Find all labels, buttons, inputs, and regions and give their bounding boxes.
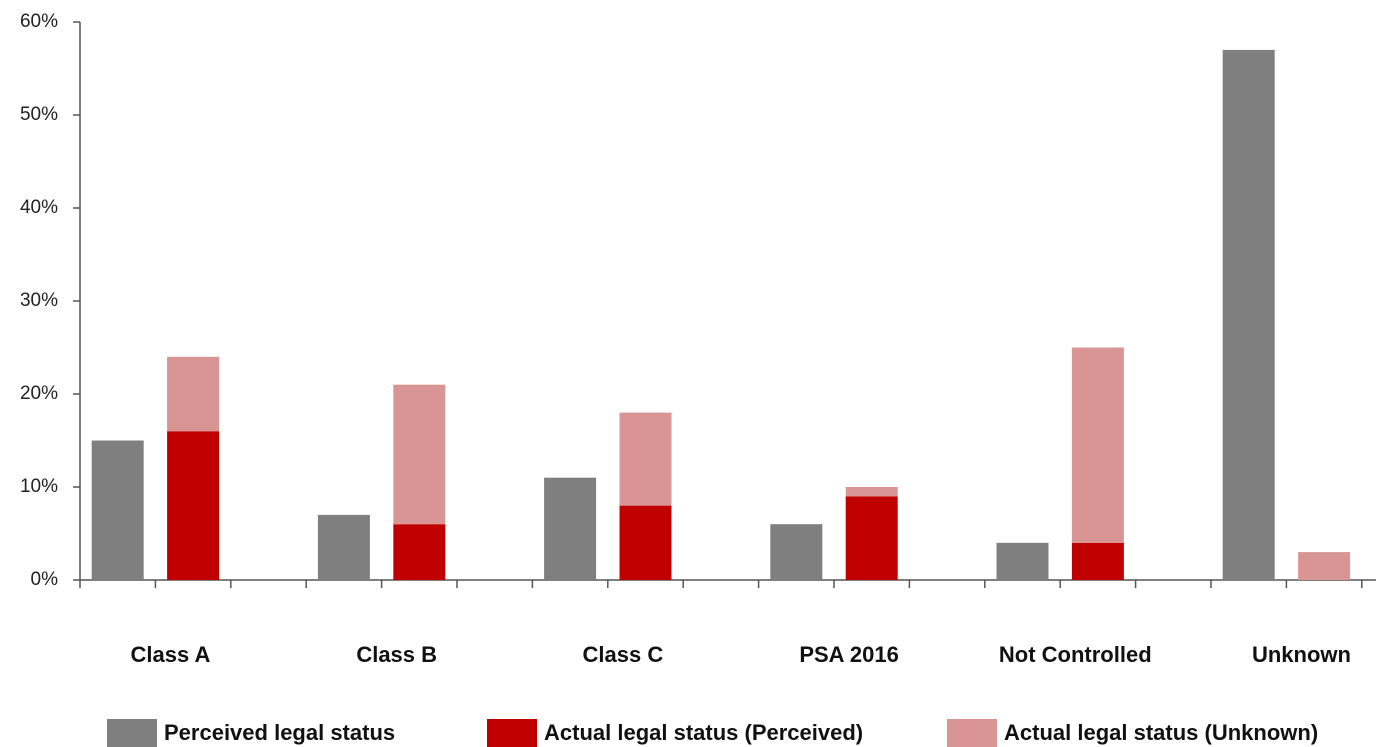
bar <box>996 542 1049 580</box>
bar-segment <box>619 412 672 506</box>
x-tick-label: Not Controlled <box>999 642 1152 667</box>
y-tick-label: 40% <box>20 197 58 218</box>
bar-segment <box>1298 552 1351 580</box>
x-tick-label: PSA 2016 <box>799 642 898 667</box>
bar <box>770 524 823 580</box>
bar-segment <box>167 356 220 432</box>
bar-segment <box>167 431 220 580</box>
x-tick-label: Unknown <box>1252 642 1351 667</box>
bar-segment <box>845 496 898 580</box>
bar-segment <box>1071 347 1124 543</box>
bar-segment <box>393 524 446 580</box>
y-tick-label: 10% <box>20 476 58 497</box>
y-tick-label: 20% <box>20 383 58 404</box>
bar <box>1222 49 1275 580</box>
y-tick-label: 60% <box>20 11 58 32</box>
legend-label: Actual legal status (Perceived) <box>544 720 863 745</box>
bar <box>91 440 144 580</box>
bar <box>544 477 597 580</box>
legend-swatch <box>947 719 997 747</box>
bar-segment <box>1071 542 1124 580</box>
legend-swatch <box>107 719 157 747</box>
legend-label: Perceived legal status <box>164 720 395 745</box>
bar-segment <box>619 505 672 580</box>
y-tick-label: 30% <box>20 290 58 311</box>
bar <box>317 514 370 580</box>
bar-segment <box>393 384 446 525</box>
x-tick-label: Class B <box>356 642 437 667</box>
bar-segment <box>845 487 898 497</box>
x-tick-label: Class A <box>131 642 211 667</box>
x-tick-label: Class C <box>583 642 664 667</box>
legend-label: Actual legal status (Unknown) <box>1004 720 1318 745</box>
y-tick-label: 0% <box>31 569 59 590</box>
legend-swatch <box>487 719 537 747</box>
y-tick-label: 50% <box>20 104 58 125</box>
